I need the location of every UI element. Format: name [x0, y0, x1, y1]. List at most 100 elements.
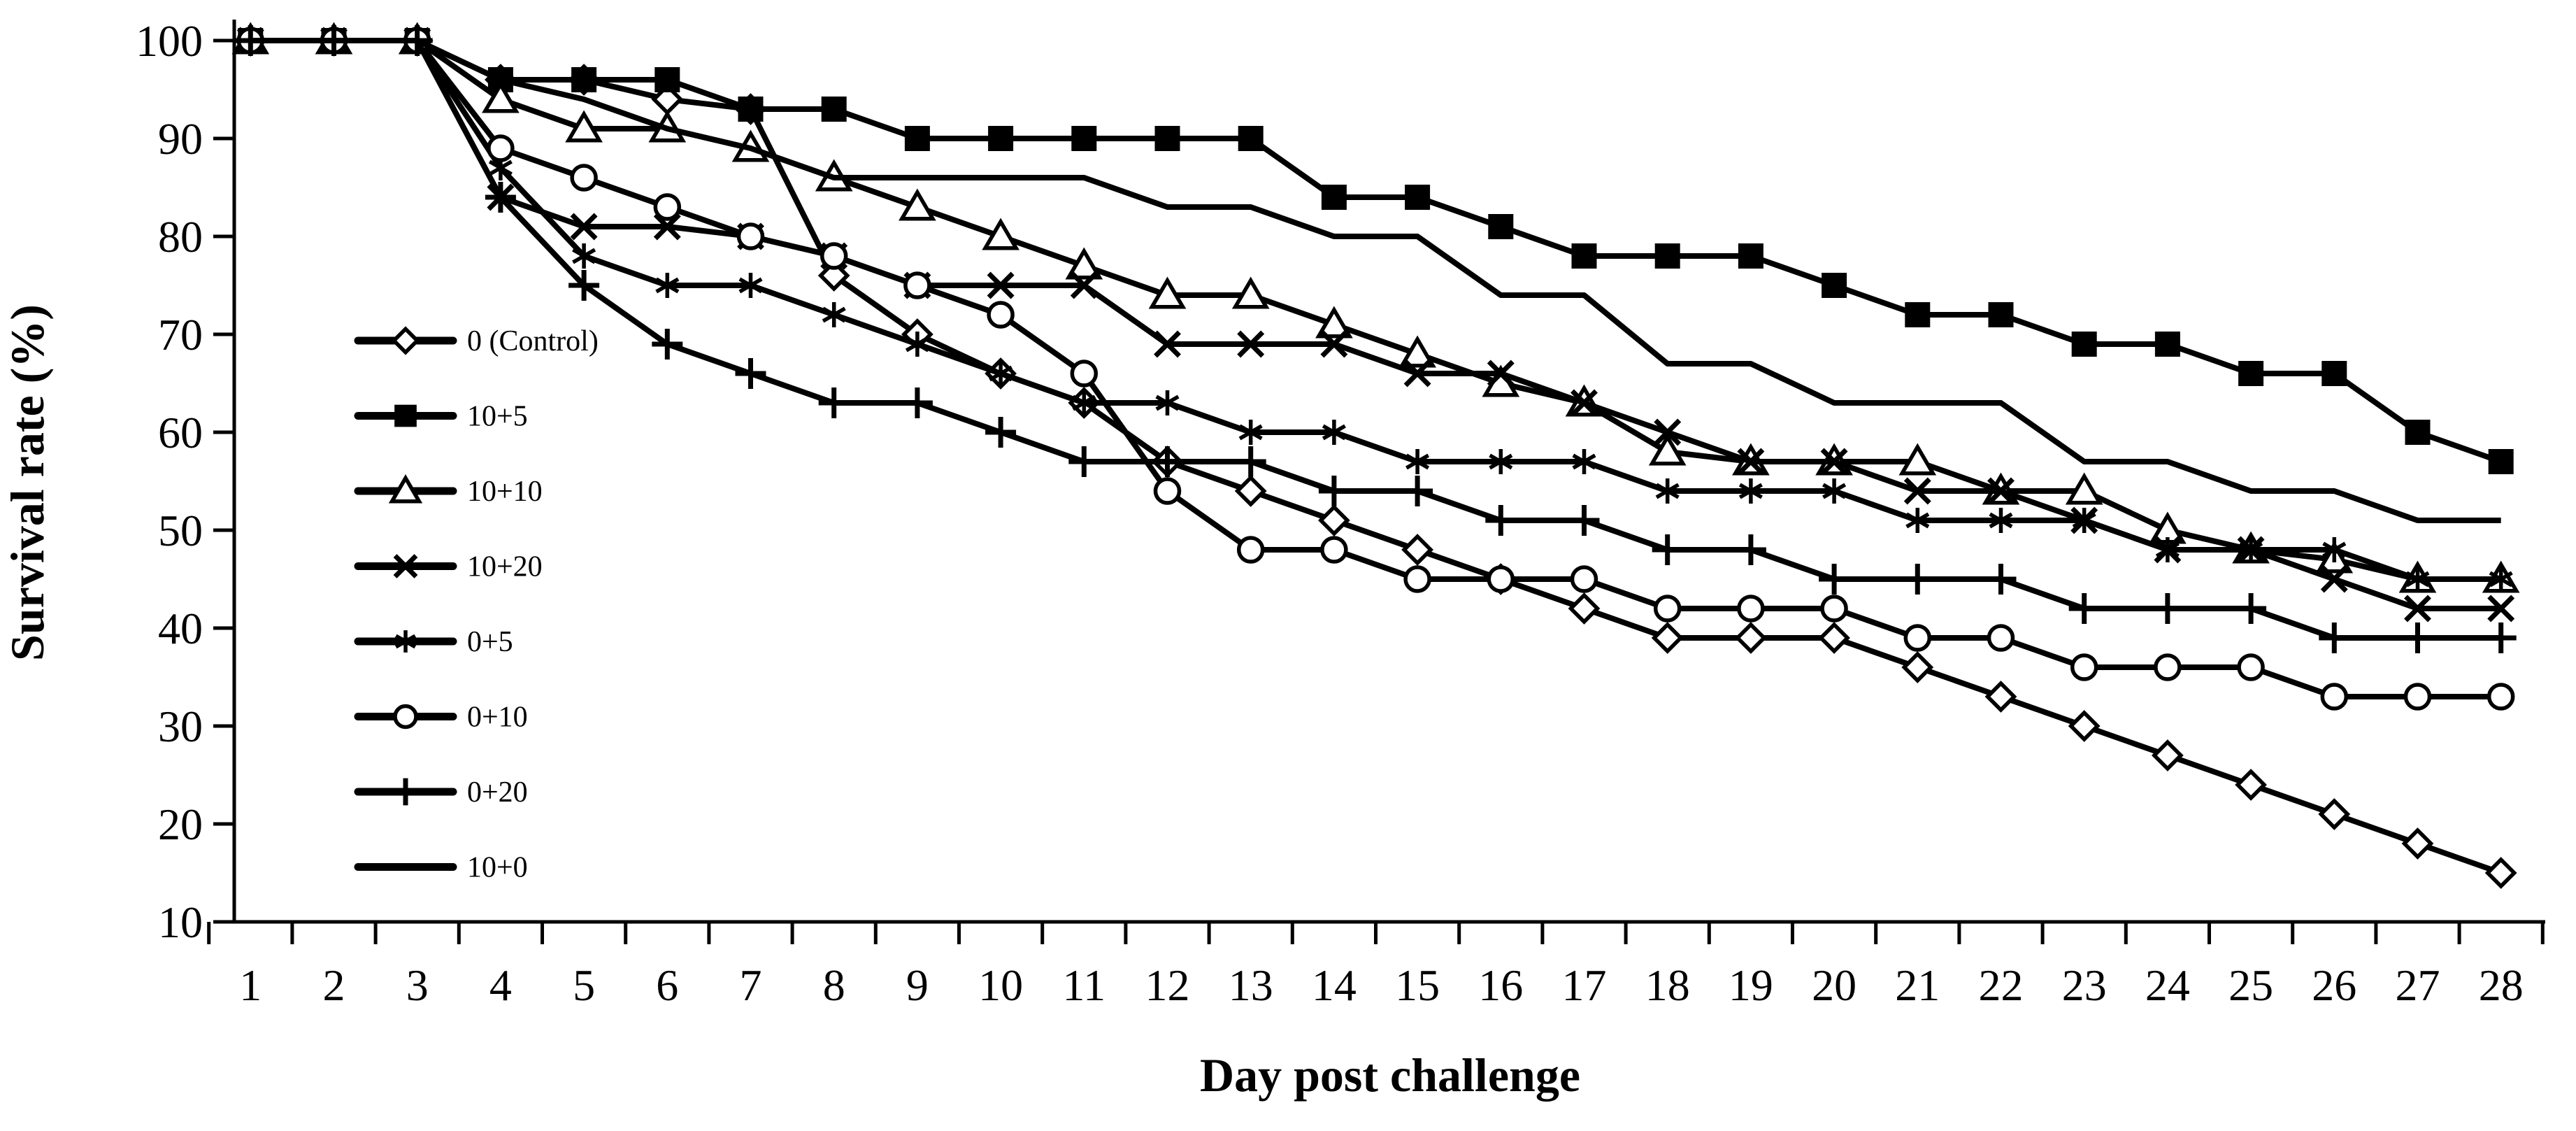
asterisk-marker — [2072, 508, 2096, 533]
x-tick-label: 28 — [2479, 960, 2524, 1010]
series-0-10 — [236, 27, 2515, 711]
legend-label: 10+20 — [467, 551, 543, 583]
square-marker — [2238, 361, 2264, 386]
series-0-5 — [238, 28, 2513, 592]
x-tick-label: 13 — [1229, 960, 1273, 1010]
plus-marker — [2319, 623, 2350, 653]
series-10-10 — [231, 22, 2520, 593]
legend-item-10-5: 10+5 — [354, 401, 528, 433]
x-marker — [1903, 477, 1931, 505]
square-marker — [1988, 302, 2014, 327]
series-0-control- — [234, 24, 2517, 889]
legend: 0 (Control) 10+5 10+10 10+20 0+5 0+10 0+20 10+0 — [354, 325, 599, 884]
diamond-marker — [1234, 475, 1267, 507]
square-marker — [2405, 420, 2431, 445]
plus-marker — [2068, 593, 2100, 624]
asterisk-marker — [1405, 449, 1430, 474]
diamond-marker — [1318, 504, 1350, 536]
x-tick-label: 21 — [1895, 960, 1940, 1010]
triangle-marker — [1398, 335, 1436, 368]
square-marker — [904, 126, 930, 151]
asterisk-marker — [1238, 420, 1263, 445]
y-tick-label: 70 — [158, 310, 203, 360]
x-marker — [653, 213, 681, 241]
circle-marker — [1987, 624, 2015, 652]
x-tick-label: 4 — [489, 960, 512, 1010]
diamond-marker — [1818, 622, 1850, 654]
x-tick-label: 16 — [1478, 960, 1523, 1010]
circle-marker — [1820, 595, 1848, 623]
plus-marker — [901, 387, 933, 418]
x-tick-label: 22 — [1979, 960, 2024, 1010]
plus-marker — [1318, 476, 1350, 506]
square-marker — [1405, 185, 1431, 210]
asterisk-marker — [394, 630, 417, 653]
legend-item-0-5: 0+5 — [354, 626, 513, 658]
triangle-marker — [1065, 247, 1103, 280]
square-marker — [1571, 243, 1597, 269]
plus-marker — [1402, 476, 1433, 506]
asterisk-marker — [1822, 478, 1847, 504]
plus-marker — [485, 182, 516, 213]
plus-marker — [1652, 534, 1683, 565]
diamond-marker — [1401, 534, 1433, 566]
x-marker — [1403, 360, 1431, 387]
plus-marker — [1735, 534, 1766, 565]
series-line — [250, 38, 2503, 464]
triangle-marker — [565, 110, 603, 143]
plus-marker — [652, 329, 683, 360]
x-marker — [570, 213, 598, 241]
x-tick-label: 19 — [1729, 960, 1773, 1010]
plus-marker — [1819, 564, 1850, 595]
legend-item-0-10: 0+10 — [354, 702, 528, 734]
triangle-marker — [982, 218, 1019, 250]
series-0-20 — [235, 25, 2517, 653]
circle-marker — [2154, 653, 2182, 681]
circle-marker — [820, 242, 848, 270]
x-tick-label: 7 — [740, 960, 762, 1010]
x-tick-label: 3 — [406, 960, 429, 1010]
legend-label: 0+10 — [467, 702, 528, 734]
circle-marker — [903, 271, 931, 299]
x-tick-label: 12 — [1145, 960, 1190, 1010]
x-tick-label: 1 — [239, 960, 262, 1010]
legend-label: 0 (Control) — [467, 325, 599, 357]
asterisk-marker — [2405, 567, 2430, 592]
square-marker — [821, 97, 847, 122]
x-marker — [1487, 360, 1515, 387]
y-tick-label: 100 — [136, 16, 203, 66]
x-tick-label: 8 — [823, 960, 845, 1010]
x-axis-title: Day post challenge — [1200, 1048, 1580, 1102]
plus-marker — [1985, 564, 2017, 595]
circle-marker — [1153, 477, 1182, 505]
circle-marker — [2320, 683, 2349, 711]
square-marker — [1654, 243, 1680, 269]
diamond-marker — [2318, 798, 2351, 830]
circle-marker — [1403, 565, 1431, 593]
x-tick-label: 10 — [978, 960, 1023, 1010]
x-marker — [1570, 389, 1598, 417]
plus-marker — [2402, 623, 2433, 653]
square-marker — [2071, 332, 2097, 357]
legend-label: 10+5 — [467, 401, 528, 433]
square-marker — [988, 126, 1014, 151]
y-tick-label: 90 — [158, 114, 203, 164]
circle-marker — [1320, 536, 1348, 564]
y-axis-title: Survival rate (%) — [1, 304, 54, 661]
x-tick-label: 17 — [1562, 960, 1607, 1010]
y-tick-label: 10 — [158, 897, 203, 947]
square-marker — [394, 404, 417, 427]
y-tick-label: 30 — [158, 702, 203, 751]
square-marker — [2154, 332, 2180, 357]
series-line — [250, 38, 2501, 582]
diamond-marker — [1651, 622, 1684, 654]
diamond-marker — [1901, 651, 1934, 683]
circle-marker — [1653, 595, 1682, 623]
legend-item-10-10: 10+10 — [354, 474, 543, 508]
asterisk-marker — [822, 302, 846, 327]
x-marker — [987, 271, 1015, 299]
square-marker — [2488, 449, 2514, 474]
diamond-marker — [391, 326, 420, 355]
